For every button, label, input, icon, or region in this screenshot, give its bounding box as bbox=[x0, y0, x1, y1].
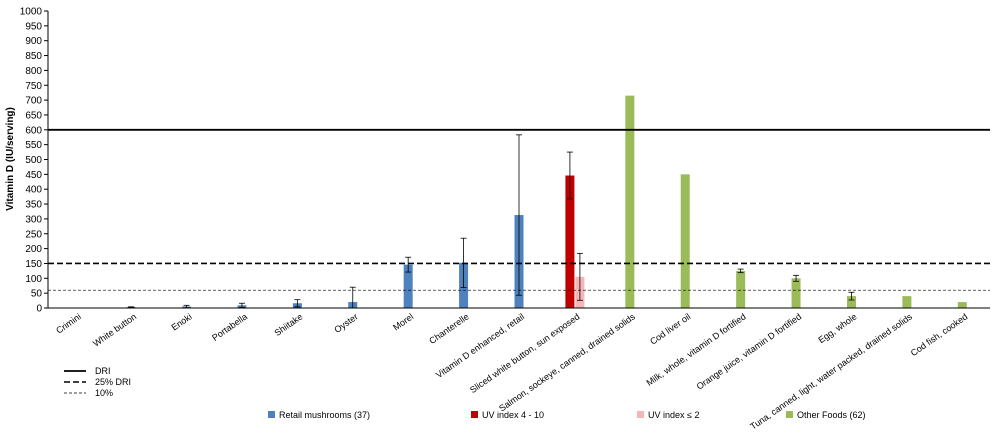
bar bbox=[902, 296, 912, 308]
y-tick-label: 100 bbox=[25, 274, 42, 285]
category-label: Enoki bbox=[169, 311, 193, 332]
category-label: Portabella bbox=[210, 311, 249, 342]
bar bbox=[680, 174, 690, 308]
series-legend-swatch bbox=[268, 411, 275, 418]
y-tick-label: 150 bbox=[25, 259, 42, 270]
series-legend-swatch bbox=[786, 411, 793, 418]
y-tick-label: 600 bbox=[25, 125, 42, 136]
reference-legend-label: DRI bbox=[95, 366, 111, 376]
bar bbox=[403, 264, 413, 308]
y-tick-label: 500 bbox=[25, 155, 42, 166]
category-label: Egg, whole bbox=[816, 311, 858, 345]
y-tick-label: 450 bbox=[25, 170, 42, 181]
y-tick-label: 50 bbox=[31, 289, 43, 300]
y-tick-label: 200 bbox=[25, 244, 42, 255]
y-tick-label: 800 bbox=[25, 66, 42, 77]
y-tick-label: 1000 bbox=[20, 7, 43, 18]
plot-area bbox=[48, 95, 990, 309]
category-label: Shiitake bbox=[273, 311, 305, 338]
bar bbox=[957, 302, 967, 308]
category-label: Cod liver oil bbox=[648, 311, 692, 346]
y-tick-label: 900 bbox=[25, 36, 42, 47]
y-tick-label: 250 bbox=[25, 229, 42, 240]
series-legend: Retail mushrooms (37) UV index 4 - 10 UV i… bbox=[268, 410, 866, 420]
category-label: Oyster bbox=[332, 311, 359, 334]
y-tick-label: 700 bbox=[25, 96, 42, 107]
y-tick-label: 850 bbox=[25, 51, 42, 62]
y-tick-label: 550 bbox=[25, 140, 42, 151]
category-label: Sliced white button, sun exposed bbox=[468, 311, 582, 395]
y-tick-label: 0 bbox=[36, 304, 42, 315]
y-tick-label: 300 bbox=[25, 214, 42, 225]
bar bbox=[565, 175, 575, 308]
category-label: White button bbox=[91, 311, 138, 348]
category-label: Chanterelle bbox=[427, 311, 470, 346]
y-axis: 0 50 100 150 200 250 300 350 400 450 500 550 600 650 7… bbox=[20, 7, 49, 315]
series-legend-label: Retail mushrooms (37) bbox=[279, 410, 370, 420]
y-tick-label: 650 bbox=[25, 110, 42, 121]
category-label: Crimini bbox=[54, 311, 83, 335]
category-label: Morel bbox=[391, 311, 415, 332]
y-axis-title: Vitamin D (IU/serving) bbox=[5, 107, 16, 211]
reference-legend-label: 25% DRI bbox=[95, 377, 131, 387]
bar bbox=[791, 278, 801, 308]
reference-legend-label: 10% bbox=[95, 388, 113, 398]
y-tick-label: 950 bbox=[25, 21, 42, 32]
series-legend-label: Other Foods (62) bbox=[797, 410, 866, 420]
bar bbox=[625, 95, 635, 309]
category-label: Cod fish, cooked bbox=[909, 311, 970, 358]
y-tick-label: 750 bbox=[25, 81, 42, 92]
category-label: Milk, whole, vitamin D fortified bbox=[645, 311, 748, 387]
bar bbox=[736, 270, 746, 308]
bar bbox=[846, 296, 856, 308]
series-legend-swatch bbox=[637, 411, 644, 418]
series-legend-label: UV index ≤ 2 bbox=[648, 410, 699, 420]
category-label: Vitamin D enhanced, retail bbox=[434, 311, 526, 380]
series-legend-label: UV index 4 - 10 bbox=[482, 410, 544, 420]
category-label: Orange juice, vitamin D fortified bbox=[695, 311, 804, 391]
y-tick-label: 350 bbox=[25, 200, 42, 211]
y-tick-label: 400 bbox=[25, 185, 42, 196]
series-legend-swatch bbox=[471, 411, 478, 418]
